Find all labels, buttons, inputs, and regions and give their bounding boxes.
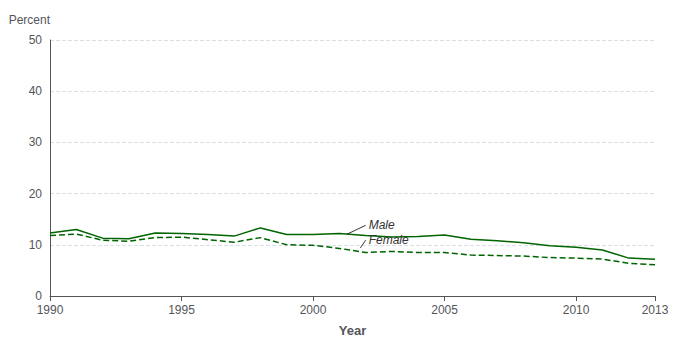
svg-text:2005: 2005	[431, 303, 458, 317]
svg-text:10: 10	[29, 238, 43, 252]
svg-text:Female: Female	[369, 233, 409, 247]
svg-text:1995: 1995	[168, 303, 195, 317]
svg-text:30: 30	[29, 135, 43, 149]
svg-text:0: 0	[35, 289, 42, 303]
svg-text:Percent: Percent	[9, 13, 51, 27]
svg-text:2013: 2013	[642, 303, 669, 317]
svg-text:50: 50	[29, 33, 43, 47]
svg-text:1990: 1990	[37, 303, 64, 317]
svg-text:2010: 2010	[563, 303, 590, 317]
svg-text:2000: 2000	[300, 303, 327, 317]
svg-text:Male: Male	[369, 218, 395, 232]
svg-text:40: 40	[29, 84, 43, 98]
svg-text:20: 20	[29, 187, 43, 201]
svg-text:Year: Year	[339, 323, 366, 338]
